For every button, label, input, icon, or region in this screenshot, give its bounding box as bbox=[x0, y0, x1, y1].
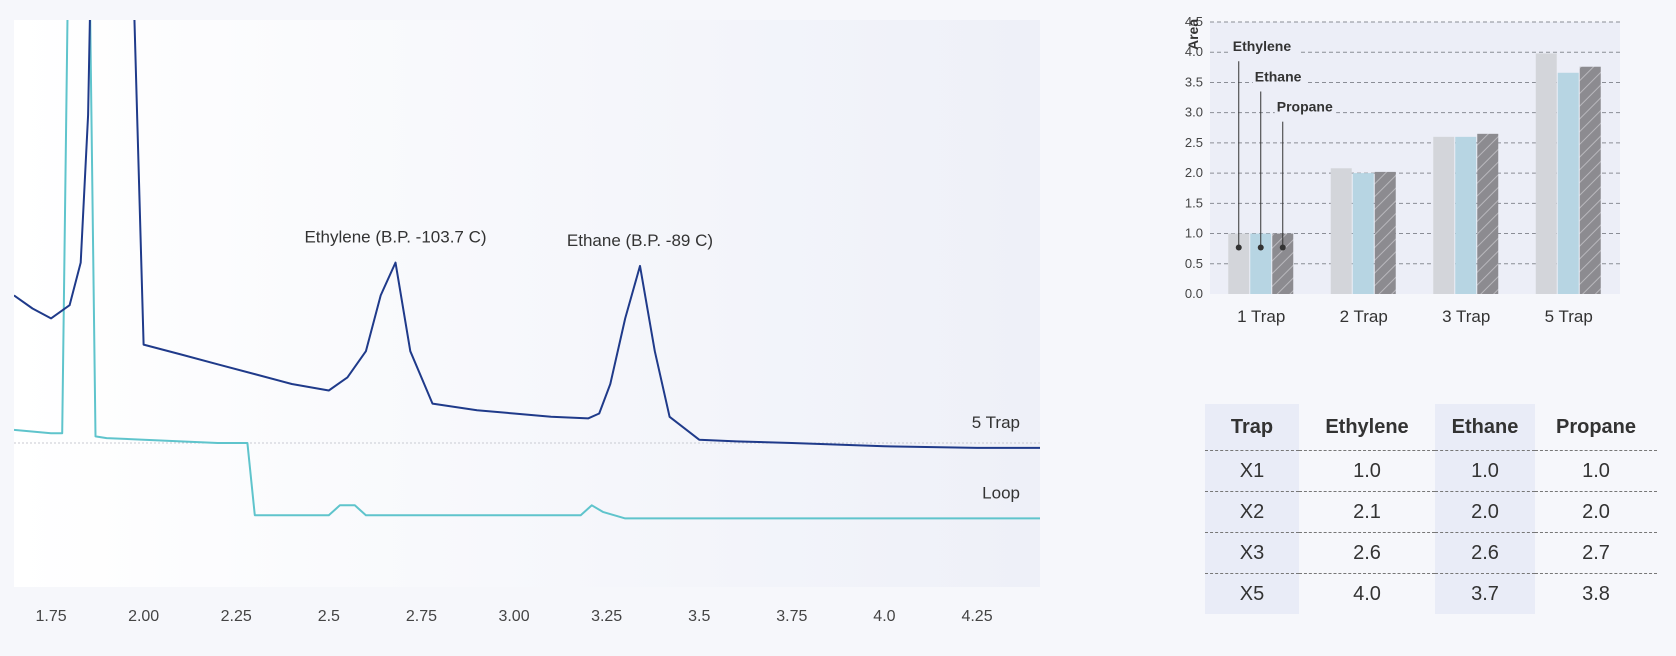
x-tick-label: 2.00 bbox=[128, 608, 159, 625]
x-tick-label: 2.75 bbox=[406, 608, 437, 625]
bar-ethane bbox=[1557, 72, 1579, 294]
x-tick-label: 3.25 bbox=[591, 608, 622, 625]
trap-area-table: Trap Ethylene Ethane Propane X1 1.0 1.0 … bbox=[1205, 404, 1657, 614]
table-header-trap: Trap bbox=[1205, 404, 1299, 451]
bar-propane bbox=[1477, 133, 1499, 294]
table-header-ethylene: Ethylene bbox=[1325, 415, 1409, 438]
bar-y-axis-label: Area bbox=[1185, 19, 1201, 50]
table-header-row: Trap Ethylene Ethane Propane bbox=[1205, 404, 1657, 451]
table-cell: 2.6 bbox=[1435, 532, 1535, 574]
trap-area-bar-chart: 0.0 0.5 1.0 1.5 2.0 2.5 3.0 3.5 4.0 4.5 1 Trap 2 T… bbox=[1185, 14, 1620, 326]
table-row: X2 2.1 2.0 2.0 bbox=[1205, 491, 1657, 533]
bar-propane bbox=[1579, 66, 1601, 295]
bar-propane bbox=[1374, 171, 1396, 294]
y-tick-label: 0.5 bbox=[1185, 256, 1203, 271]
bar-propane bbox=[1272, 233, 1294, 294]
bar-ethylene bbox=[1535, 53, 1557, 295]
y-tick-label: 4.5 bbox=[1185, 14, 1203, 29]
y-tick-label: 2.0 bbox=[1185, 165, 1203, 180]
bar-ethane bbox=[1352, 173, 1374, 294]
table-header-ethane: Ethane bbox=[1435, 404, 1535, 451]
x-tick-label: 2.25 bbox=[221, 608, 252, 625]
table-cell: 2.7 bbox=[1535, 532, 1657, 574]
table-cell: 1.0 bbox=[1299, 450, 1435, 492]
callout-label-bg bbox=[1252, 70, 1306, 86]
table-cell: 2.1 bbox=[1299, 491, 1435, 533]
x-tick-label: 1.75 bbox=[35, 608, 66, 625]
legend-callout-label: Ethylene bbox=[1233, 38, 1292, 54]
bar-ethylene bbox=[1330, 168, 1352, 294]
series-line-5-trap bbox=[14, 20, 1040, 449]
peak-annotation: Ethane (B.P. -89 C) bbox=[567, 231, 713, 250]
table-cell: X2 bbox=[1205, 491, 1299, 533]
bar-ethane bbox=[1455, 136, 1477, 294]
x-tick-label: 4.25 bbox=[961, 608, 992, 625]
bar-ethylene bbox=[1433, 136, 1455, 294]
table-cell: 1.0 bbox=[1535, 450, 1657, 492]
table-row: X1 1.0 1.0 1.0 bbox=[1205, 450, 1657, 492]
x-tick-label: 3.5 bbox=[688, 608, 710, 625]
bar-category-label: 1 Trap bbox=[1237, 307, 1285, 326]
series-line-loop bbox=[14, 20, 1040, 520]
chromatogram-chart: 1.75 2.00 2.25 2.5 2.75 3.00 3.25 3.5 3.75 4.0 4.2… bbox=[14, 20, 1040, 625]
peak-annotation: Ethylene (B.P. -103.7 C) bbox=[304, 228, 486, 247]
callout-dot bbox=[1257, 244, 1264, 251]
x-tick-label: 3.75 bbox=[776, 608, 807, 625]
table-cell: X3 bbox=[1205, 532, 1299, 574]
legend-callout-label: Propane bbox=[1277, 99, 1333, 115]
callout-label-bg bbox=[1230, 40, 1301, 56]
y-tick-label: 0.0 bbox=[1185, 286, 1203, 301]
table-cell: 2.0 bbox=[1435, 491, 1535, 533]
bar-category-label: 5 Trap bbox=[1545, 307, 1593, 326]
x-tick-label: 4.0 bbox=[873, 608, 895, 625]
plot-area bbox=[14, 20, 1040, 587]
trace-label: Loop bbox=[982, 483, 1020, 502]
callout-dot bbox=[1235, 244, 1242, 251]
table-cell: 3.8 bbox=[1535, 573, 1657, 614]
table-cell: 4.0 bbox=[1299, 573, 1435, 614]
table-cell: 1.0 bbox=[1435, 450, 1535, 492]
y-tick-label: 3.0 bbox=[1185, 105, 1203, 120]
legend-callout-label: Ethane bbox=[1255, 68, 1302, 84]
table-cell: X5 bbox=[1205, 573, 1299, 614]
table-cell: 2.6 bbox=[1299, 532, 1435, 574]
y-tick-label: 3.5 bbox=[1185, 74, 1203, 89]
x-tick-label: 3.00 bbox=[498, 608, 529, 625]
table-cell: X1 bbox=[1205, 450, 1299, 492]
callout-dot bbox=[1279, 244, 1286, 251]
bar-ethane bbox=[1250, 233, 1272, 294]
table-row: X3 2.6 2.6 2.7 bbox=[1205, 532, 1657, 574]
table-row: X5 4.0 3.7 3.8 bbox=[1205, 573, 1657, 614]
table-cell: 3.7 bbox=[1435, 573, 1535, 614]
table-header-propane: Propane bbox=[1555, 415, 1637, 438]
y-tick-label: 4.0 bbox=[1185, 44, 1203, 59]
x-tick-label: 2.5 bbox=[318, 608, 340, 625]
callout-label-bg bbox=[1274, 100, 1337, 116]
table-cell: 2.0 bbox=[1535, 491, 1657, 533]
y-tick-label: 1.0 bbox=[1185, 226, 1203, 241]
y-tick-label: 1.5 bbox=[1185, 195, 1203, 210]
trace-label: 5 Trap bbox=[972, 413, 1020, 432]
y-tick-label: 2.5 bbox=[1185, 135, 1203, 150]
bar-ethylene bbox=[1228, 233, 1250, 294]
bar-category-label: 2 Trap bbox=[1340, 307, 1388, 326]
bar-category-label: 3 Trap bbox=[1442, 307, 1490, 326]
